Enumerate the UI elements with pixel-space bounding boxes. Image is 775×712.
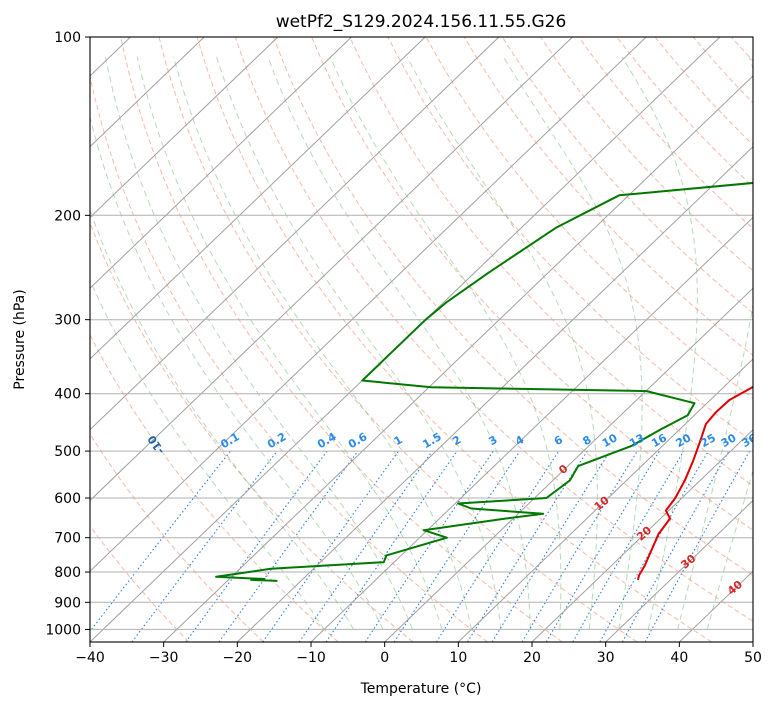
isotherm [163, 75, 753, 642]
dry-adiabat [349, 37, 753, 487]
dry-adiabat [90, 333, 339, 642]
moist-adiabat [216, 56, 502, 630]
isotherm [90, 37, 500, 431]
dry-adiabat [501, 37, 753, 314]
moist-adiabat [706, 469, 753, 630]
moist-adiabat [502, 56, 643, 630]
moist-adiabat [105, 56, 413, 630]
mixing-ratio-line [435, 450, 560, 642]
moist-adiabat [136, 56, 443, 630]
isotherm [90, 37, 647, 572]
isotherm [605, 499, 753, 642]
x-tick-label: −30 [149, 650, 179, 666]
isotherm [236, 145, 753, 642]
y-tick-label: 300 [54, 313, 81, 329]
y-tick-label: 400 [54, 387, 81, 403]
x-axis-label: Temperature (°C) [360, 681, 482, 697]
mixing-ratio-line [325, 450, 458, 642]
moist-adiabat [621, 56, 698, 630]
mixing-ratio-line [521, 450, 638, 642]
dry-adiabat [387, 37, 753, 443]
x-tick-label: 0 [380, 650, 389, 666]
dry-adiabat [616, 37, 753, 188]
mixing-ratio-line [185, 450, 328, 642]
y-axis-label: Pressure (hPa) [12, 289, 28, 389]
dry-adiabat [654, 37, 753, 146]
isotherm [90, 37, 352, 289]
y-tick-label: 600 [54, 491, 81, 507]
isotherm [310, 216, 753, 642]
x-tick-label: 30 [597, 650, 615, 666]
x-tick-label: 20 [523, 650, 541, 666]
moist-adiabat [90, 115, 384, 630]
y-tick-label: 100 [54, 30, 81, 46]
dry-adiabat [234, 37, 753, 622]
y-tick-label: 900 [54, 595, 81, 611]
dry-adiabat [90, 221, 414, 642]
isotherm [90, 37, 205, 148]
mixing-ratio-label: 36 [739, 431, 759, 450]
mixing-ratio-line [262, 450, 399, 642]
dry-adiabat [90, 432, 264, 642]
dry-adiabat [311, 37, 753, 531]
moist-adiabat [406, 56, 598, 630]
isotherm [90, 37, 426, 360]
mixing-ratio-line [599, 450, 709, 642]
axes: −40 −30 −20 −10 0 10 20 30 40 50 100 200 300 400 500 60… [45, 30, 762, 666]
y-tick-label: 800 [54, 565, 81, 581]
x-tick-label: 10 [449, 650, 467, 666]
isotherm [384, 287, 753, 642]
mixing-ratio-line [491, 450, 611, 642]
moist-adiabat [90, 208, 354, 630]
dry-adiabat [120, 37, 563, 642]
mixing-ratio-line [393, 450, 521, 642]
dry-adiabat [425, 37, 753, 400]
x-tick-label: −10 [296, 650, 326, 666]
isotherm [90, 37, 573, 502]
mixing-ratio-line [218, 450, 359, 642]
y-tick-label: 500 [54, 444, 81, 460]
moist-adiabat [677, 56, 753, 630]
x-tick-label: −20 [223, 650, 253, 666]
dry-adiabat [539, 37, 753, 272]
x-tick-label: 50 [744, 650, 762, 666]
x-tick-label: −40 [75, 650, 105, 666]
y-tick-label: 700 [54, 531, 81, 547]
mixing-ratio-line [364, 450, 494, 642]
chart-title: wetPf2_S129.2024.156.11.55.G26 [276, 12, 567, 32]
plot-area: -100-90-80-70-60-50-40-30-20-100.10.20.4… [90, 37, 759, 642]
mixing-ratio-line [298, 450, 433, 642]
isotherm [531, 429, 753, 642]
y-tick-label: 200 [54, 208, 81, 224]
plot-frame [89, 36, 754, 643]
y-tick-label: 1000 [45, 622, 81, 638]
moist-adiabat [267, 56, 531, 630]
dewpoint-profile-line [215, 181, 753, 582]
dry-adiabat [272, 37, 753, 576]
isotherm [457, 358, 753, 642]
moist-adiabat [173, 56, 472, 630]
moist-adiabat [329, 56, 562, 630]
x-tick-label: 40 [670, 650, 688, 666]
temperature-profile-line [636, 385, 753, 581]
mixing-ratio-line [621, 450, 730, 642]
isotherm [90, 37, 279, 219]
dry-adiabat [196, 37, 712, 642]
